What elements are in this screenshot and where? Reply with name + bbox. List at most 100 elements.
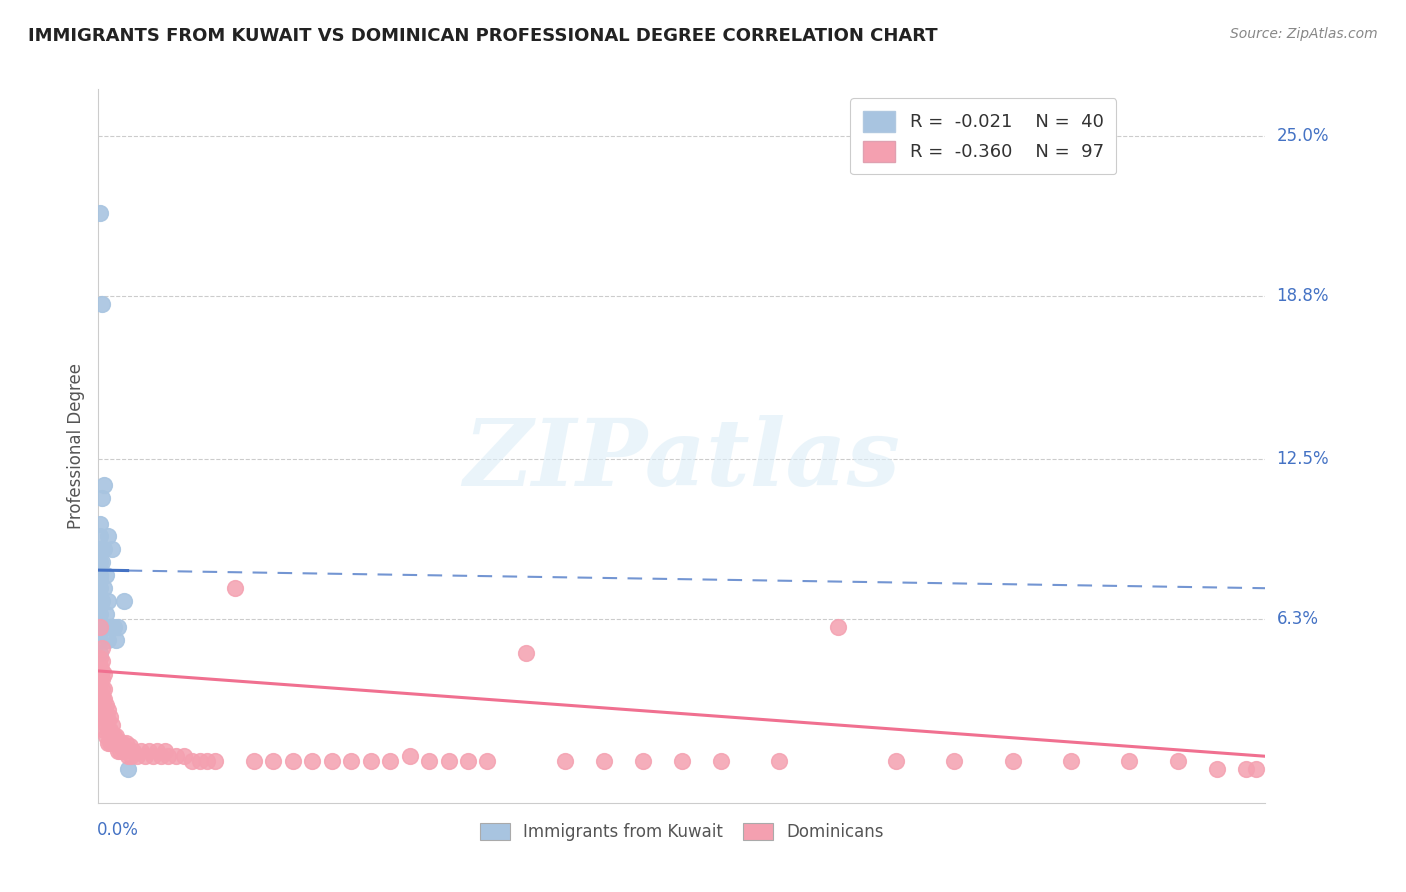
Point bbox=[631, 755, 654, 769]
Point bbox=[93, 666, 115, 681]
Text: Source: ZipAtlas.com: Source: ZipAtlas.com bbox=[1230, 27, 1378, 41]
Point bbox=[380, 755, 402, 769]
Point bbox=[122, 744, 145, 758]
Point bbox=[101, 542, 124, 557]
Point bbox=[107, 744, 129, 758]
Point bbox=[118, 739, 141, 753]
Point bbox=[96, 698, 118, 712]
Point bbox=[98, 736, 121, 750]
Point bbox=[89, 625, 111, 640]
Text: 18.8%: 18.8% bbox=[1277, 287, 1329, 305]
Point bbox=[117, 762, 139, 776]
Point bbox=[671, 755, 693, 769]
Text: IMMIGRANTS FROM KUWAIT VS DOMINICAN PROFESSIONAL DEGREE CORRELATION CHART: IMMIGRANTS FROM KUWAIT VS DOMINICAN PROF… bbox=[28, 27, 938, 45]
Point bbox=[93, 542, 115, 557]
Point bbox=[93, 681, 115, 696]
Point bbox=[768, 755, 790, 769]
Point bbox=[554, 755, 576, 769]
Point bbox=[89, 607, 111, 621]
Point bbox=[98, 620, 121, 634]
Point bbox=[101, 620, 124, 634]
Point bbox=[89, 516, 111, 531]
Point bbox=[103, 620, 125, 634]
Point bbox=[1234, 762, 1257, 776]
Point bbox=[89, 568, 111, 582]
Point bbox=[437, 755, 460, 769]
Point bbox=[93, 692, 115, 706]
Point bbox=[112, 594, 135, 608]
Point bbox=[89, 574, 111, 588]
Point bbox=[96, 707, 118, 722]
Text: 12.5%: 12.5% bbox=[1277, 450, 1329, 468]
Point bbox=[97, 703, 120, 717]
Point bbox=[96, 729, 118, 743]
Point bbox=[112, 744, 135, 758]
Point bbox=[108, 744, 131, 758]
Point bbox=[91, 664, 114, 678]
Point bbox=[89, 581, 111, 595]
Point bbox=[97, 529, 120, 543]
Point bbox=[104, 632, 127, 647]
Point bbox=[117, 749, 139, 764]
Point bbox=[91, 698, 114, 712]
Text: ZIPatlas: ZIPatlas bbox=[464, 416, 900, 505]
Point bbox=[89, 646, 111, 660]
Point bbox=[138, 744, 160, 758]
Point bbox=[111, 736, 134, 750]
Point bbox=[114, 736, 136, 750]
Point bbox=[457, 755, 479, 769]
Point bbox=[97, 594, 120, 608]
Point bbox=[134, 749, 156, 764]
Point bbox=[91, 620, 114, 634]
Point bbox=[1244, 762, 1267, 776]
Point bbox=[97, 632, 120, 647]
Point bbox=[96, 718, 118, 732]
Point bbox=[301, 755, 323, 769]
Point bbox=[93, 620, 115, 634]
Point bbox=[93, 703, 115, 717]
Point bbox=[149, 749, 172, 764]
Point bbox=[180, 755, 202, 769]
Text: 6.3%: 6.3% bbox=[1277, 610, 1319, 628]
Point bbox=[89, 672, 111, 686]
Point bbox=[91, 594, 114, 608]
Point bbox=[262, 755, 284, 769]
Point bbox=[1205, 762, 1227, 776]
Point bbox=[204, 755, 226, 769]
Point bbox=[243, 755, 266, 769]
Point bbox=[97, 723, 120, 738]
Point bbox=[104, 736, 127, 750]
Point bbox=[593, 755, 616, 769]
Point bbox=[98, 723, 121, 738]
Point bbox=[321, 755, 343, 769]
Point bbox=[103, 736, 125, 750]
Point bbox=[103, 729, 125, 743]
Point bbox=[89, 698, 111, 712]
Legend: Immigrants from Kuwait, Dominicans: Immigrants from Kuwait, Dominicans bbox=[474, 816, 890, 848]
Point bbox=[91, 690, 114, 704]
Point bbox=[710, 755, 733, 769]
Point bbox=[107, 620, 129, 634]
Point bbox=[93, 723, 115, 738]
Point bbox=[127, 749, 149, 764]
Point bbox=[89, 658, 111, 673]
Point bbox=[91, 640, 114, 655]
Point bbox=[477, 755, 499, 769]
Point bbox=[188, 755, 211, 769]
Point bbox=[89, 542, 111, 557]
Point bbox=[398, 749, 420, 764]
Point bbox=[418, 755, 440, 769]
Point bbox=[157, 749, 180, 764]
Point bbox=[360, 755, 382, 769]
Point bbox=[91, 681, 114, 696]
Point bbox=[91, 297, 114, 311]
Point bbox=[91, 555, 114, 569]
Point bbox=[93, 710, 115, 724]
Point bbox=[827, 620, 849, 634]
Point bbox=[89, 615, 111, 629]
Point bbox=[107, 733, 129, 747]
Point bbox=[89, 529, 111, 543]
Point bbox=[89, 206, 111, 220]
Point bbox=[153, 744, 176, 758]
Point bbox=[93, 477, 115, 491]
